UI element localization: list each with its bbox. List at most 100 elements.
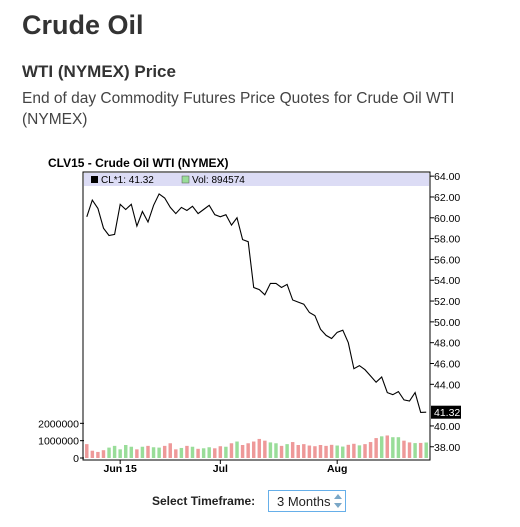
volume-bar (224, 446, 228, 458)
price-chart: CLV15 - Crude Oil WTI (NYMEX) CL*1: 41.3… (38, 156, 461, 475)
volume-bar (185, 445, 189, 458)
spinner-arrows-icon[interactable] (334, 494, 342, 508)
price-tick-label: 60.00 (434, 213, 460, 225)
volume-bar (368, 442, 373, 458)
price-line (86, 193, 427, 413)
legend-bar (84, 173, 429, 186)
legend-volume-label: Vol: 894574 (192, 175, 245, 186)
price-axis: 64.00 62.00 60.00 58.00 56.00 54.00 52.00 50.00… (430, 171, 460, 454)
volume-bar (213, 448, 217, 458)
price-tick-label: 44.00 (434, 379, 460, 391)
price-tick-label: 56.00 (434, 254, 460, 266)
timeframe-label: Select Timeframe: (152, 494, 256, 508)
volume-bar (352, 443, 356, 458)
volume-bar (313, 446, 317, 458)
volume-bar (418, 442, 423, 458)
volume-bar (129, 446, 134, 458)
timeframe-selected-value: 3 Months (277, 494, 331, 509)
volume-bar (363, 444, 367, 458)
volume-bar (385, 435, 389, 458)
page-description: End of day Commodity Futures Price Quote… (22, 90, 455, 128)
volume-bar (96, 451, 100, 458)
volume-bar (318, 445, 323, 458)
volume-bar (101, 450, 106, 458)
price-tick-label: 62.00 (434, 192, 460, 204)
volume-bar (391, 437, 395, 458)
page-title: Crude Oil (22, 10, 144, 40)
volume-bar (107, 447, 111, 458)
price-tick-label: 38.00 (434, 442, 460, 454)
volume-bar (124, 445, 128, 458)
volume-bar (424, 442, 428, 458)
volume-bar (341, 446, 345, 458)
volume-bar (229, 443, 234, 458)
volume-bar (162, 445, 167, 458)
date-axis: Jun 15 Jul Aug (104, 460, 347, 475)
volume-bar (235, 441, 239, 458)
price-tick-label: 46.00 (434, 358, 460, 370)
timeframe-select[interactable]: 3 Months (268, 490, 346, 512)
volume-bar (174, 449, 178, 458)
volume-bar (279, 445, 284, 458)
price-tick-label: 50.00 (434, 317, 460, 329)
volume-bar (218, 446, 223, 458)
volume-bar (296, 445, 300, 458)
volume-bar (151, 447, 156, 458)
last-price-marker (431, 405, 461, 419)
volume-bar (240, 445, 245, 458)
volume-tick-label: 0 (73, 453, 79, 465)
volume-bar (157, 447, 161, 458)
volume-bar (118, 449, 122, 458)
volume-bar (190, 446, 195, 458)
price-tick-label: 58.00 (434, 234, 460, 246)
volume-bar (379, 436, 384, 458)
volume-bar (90, 450, 95, 458)
volume-axis: 2000000 1000000 0 (38, 418, 84, 465)
volume-bar (346, 444, 351, 458)
legend-price-swatch (91, 176, 98, 183)
volume-bar (268, 442, 273, 458)
volume-bar (196, 448, 200, 458)
legend-price-label: CL*1: 41.32 (101, 175, 154, 186)
volume-bar (402, 440, 406, 458)
last-price-label: 41.32 (434, 407, 460, 419)
volume-tick-label: 2000000 (38, 418, 79, 430)
volume-bar (168, 443, 172, 458)
volume-bar (263, 440, 267, 458)
volume-bar (257, 438, 262, 458)
chart-title: CLV15 - Crude Oil WTI (NYMEX) (48, 156, 228, 170)
date-tick-label: Jun 15 (104, 463, 137, 475)
price-tick-label: 52.00 (434, 296, 460, 308)
volume-bar (324, 445, 328, 458)
volume-bar (302, 444, 306, 458)
volume-bar (357, 445, 362, 458)
volume-bars (85, 435, 428, 458)
date-tick-label: Jul (213, 463, 228, 475)
volume-bar (140, 446, 145, 458)
volume-bar (413, 443, 417, 458)
volume-bar (290, 442, 295, 458)
volume-bar (285, 444, 289, 458)
volume-bar (396, 437, 401, 458)
volume-bar (251, 441, 256, 458)
volume-bar (407, 442, 412, 458)
price-tick-label: 54.00 (434, 275, 460, 287)
volume-bar (135, 449, 139, 458)
volume-tick-label: 1000000 (38, 436, 79, 448)
volume-bar (274, 443, 278, 458)
volume-bar (146, 445, 150, 458)
price-tick-label: 48.00 (434, 338, 460, 350)
volume-bar (112, 445, 117, 458)
price-tick-label: 64.00 (434, 171, 460, 183)
date-tick-label: Aug (327, 463, 347, 475)
volume-bar (207, 447, 211, 458)
page-subtitle: WTI (NYMEX) Price (22, 62, 176, 81)
volume-bar (201, 448, 206, 458)
volume-bar (307, 445, 312, 458)
volume-bar (85, 444, 89, 458)
volume-bar (374, 438, 378, 458)
legend-volume-swatch (181, 175, 190, 184)
price-tick-label: 40.00 (434, 421, 460, 433)
volume-bar (335, 445, 339, 458)
plot-frame (82, 171, 431, 461)
